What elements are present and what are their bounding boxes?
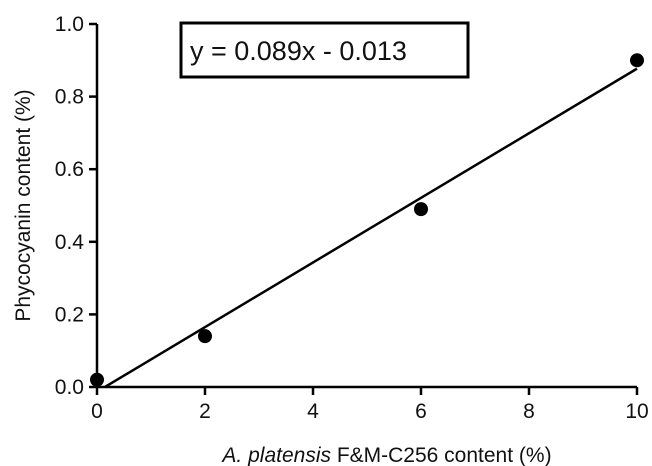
y-tick-label: 0.2 bbox=[55, 303, 84, 326]
equation-text: y = 0.089x - 0.013 bbox=[190, 36, 407, 66]
y-tick-label: 0.6 bbox=[55, 158, 84, 181]
y-tick-label: 0.4 bbox=[55, 231, 85, 254]
ticks: 0.0 0.2 0.4 0.6 0.8 1.0 0 2 4 6 8 10 bbox=[55, 13, 649, 423]
fit-layer bbox=[102, 67, 638, 387]
y-axis-title: Phycocyanin content (%) bbox=[12, 89, 35, 321]
y-tick-label: 1.0 bbox=[55, 13, 84, 36]
x-axis-title-italic: A. platensis bbox=[220, 444, 331, 466]
x-axis-title: A. platensis F&M-C256 content (%) bbox=[220, 444, 551, 466]
points-layer bbox=[90, 53, 644, 387]
equation-annotation: y = 0.089x - 0.013 bbox=[179, 21, 470, 79]
x-tick-label: 0 bbox=[91, 400, 103, 423]
data-point bbox=[90, 372, 104, 387]
fit-line bbox=[102, 67, 638, 387]
axes bbox=[95, 24, 637, 389]
data-point bbox=[630, 53, 644, 68]
x-axis-title-rest: F&M-C256 content (%) bbox=[331, 444, 552, 466]
data-point bbox=[414, 202, 428, 217]
x-tick-label: 10 bbox=[625, 400, 648, 423]
y-tick-label: 0.0 bbox=[55, 376, 84, 399]
y-tick-label: 0.8 bbox=[55, 86, 84, 109]
equation-box bbox=[179, 21, 470, 79]
x-tick-label: 6 bbox=[415, 400, 427, 423]
x-tick-label: 2 bbox=[199, 400, 211, 423]
x-tick-label: 8 bbox=[523, 400, 535, 423]
data-point bbox=[198, 329, 212, 344]
x-tick-label: 4 bbox=[307, 400, 319, 423]
